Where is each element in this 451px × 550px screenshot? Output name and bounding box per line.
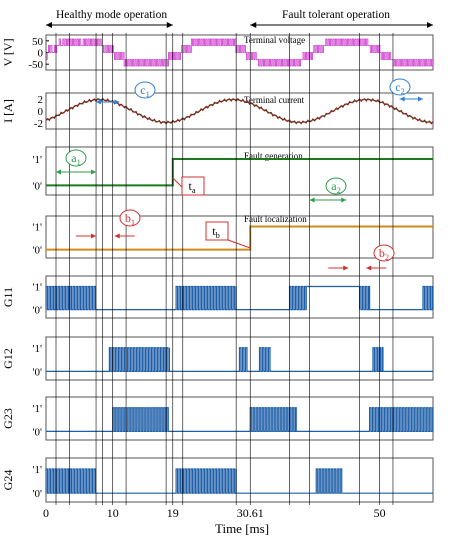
fault-generation-tick-1: '1'	[33, 154, 42, 166]
x-tick-label: 0	[43, 506, 49, 520]
g24-tick-1: '1'	[33, 464, 42, 476]
annotation-c2-circle	[389, 78, 411, 96]
x-tick-label: 10	[107, 506, 119, 520]
current-title: Terminal current	[244, 95, 305, 105]
c2-arrow-right	[417, 96, 423, 102]
b2-arrow-right	[366, 265, 372, 271]
annotation-c1-label: c1	[140, 83, 150, 99]
annotation-a2-label: a2	[331, 179, 341, 195]
annotation-a2-circle	[325, 177, 347, 195]
g23-tick-0: '0'	[33, 426, 42, 438]
healthy-mode-arrow-head-right	[166, 22, 173, 28]
voltage-ylabel: V [V]	[1, 38, 15, 66]
g11-ylabel: G11	[1, 287, 15, 307]
annotation-b1-circle	[119, 209, 141, 227]
annotation-c1-circle	[134, 81, 156, 99]
g12-frame	[45, 336, 434, 381]
g24-tick-0: '0'	[33, 488, 42, 500]
b1-arrow-right	[114, 233, 120, 239]
mode-arrows	[46, 22, 433, 28]
fault-localization-series	[46, 225, 433, 251]
annotations: c1 c2 a1 a2 b1 b2 ta tb	[56, 78, 423, 271]
annotation-ta-label: ta	[188, 179, 195, 195]
annotation-tb-box	[205, 221, 229, 241]
g24-frame	[45, 457, 434, 503]
voltage-ytick: 50	[32, 36, 44, 48]
annotation-ta-leader	[172, 177, 183, 188]
a2-arrow-left	[309, 197, 315, 203]
current-ytick: 2	[38, 94, 44, 106]
a1-arrow-left	[56, 169, 62, 175]
g11-tick-1: '1'	[33, 282, 42, 294]
x-tick-label: 50	[374, 506, 386, 520]
g24-ylabel: G24	[1, 470, 15, 491]
c1-arrow-left	[96, 99, 102, 105]
fault-generation-series	[46, 158, 433, 187]
voltage-series	[46, 38, 434, 67]
annotation-b1-label: b1	[125, 211, 135, 227]
current-ytick: 0	[38, 106, 44, 118]
x-tick-label: 19	[167, 506, 179, 520]
b2-arrow-left	[343, 265, 349, 271]
x-axis: 0 10 19 30.61 50	[43, 506, 386, 520]
fault-localization-tick-1: '1'	[33, 222, 42, 234]
current-ylabel: I [A]	[1, 99, 15, 123]
g11-series	[45, 285, 434, 311]
fault-tolerant-arrow-head-left	[250, 22, 257, 28]
annotation-a1-label: a1	[71, 151, 81, 167]
fault-localization-title: Fault localization	[244, 214, 307, 224]
annotation-c2-label: c2	[395, 80, 405, 96]
fault-localization-frame	[45, 215, 434, 259]
g11-frame	[45, 275, 434, 319]
c1-arrow-right	[114, 99, 120, 105]
time-markers	[55, 33, 394, 505]
g12-series	[46, 347, 433, 372]
annotation-a1-circle	[65, 149, 87, 167]
c2-arrow-left	[399, 96, 405, 102]
voltage-ytick: -50	[28, 59, 43, 71]
x-tick-label: 30.61	[237, 506, 264, 520]
b1-arrow-left	[91, 233, 97, 239]
g24-series	[45, 468, 433, 494]
g12-ylabel: G12	[1, 348, 15, 369]
g11-tick-0: '0'	[33, 305, 42, 317]
annotation-ta-box	[181, 176, 205, 196]
annotation-b2-label: b2	[379, 246, 389, 262]
fault-generation-tick-0: '0'	[33, 180, 42, 192]
current-frame	[45, 92, 434, 130]
g12-tick-1: '1'	[33, 343, 42, 355]
current-ytick: -2	[34, 118, 43, 130]
g23-tick-1: '1'	[33, 403, 42, 415]
x-axis-label: Time [ms]	[215, 521, 269, 536]
a2-arrow-right	[341, 197, 347, 203]
voltage-ytick: 0	[38, 48, 44, 60]
current-reference-series	[45, 99, 433, 123]
fault-tolerant-arrow-head-right	[427, 22, 433, 28]
annotation-tb-label: tb	[212, 224, 220, 240]
fault-generation-frame	[45, 146, 434, 196]
g12-tick-0: '0'	[33, 366, 42, 378]
healthy-mode-arrow-head-left	[46, 22, 52, 28]
fault-generation-title: Fault generation	[244, 151, 303, 161]
voltage-title: Terminal voltage	[244, 35, 305, 45]
fault-tolerant-label: Fault tolerant operation	[282, 9, 390, 21]
a1-arrow-right	[91, 169, 97, 175]
g23-frame	[45, 396, 434, 441]
g23-ylabel: G23	[1, 408, 15, 429]
healthy-mode-label: Healthy mode operation	[56, 9, 167, 21]
annotation-b2-circle	[373, 244, 395, 262]
g23-series	[46, 407, 434, 432]
fault-localization-tick-0: '0'	[33, 245, 42, 257]
